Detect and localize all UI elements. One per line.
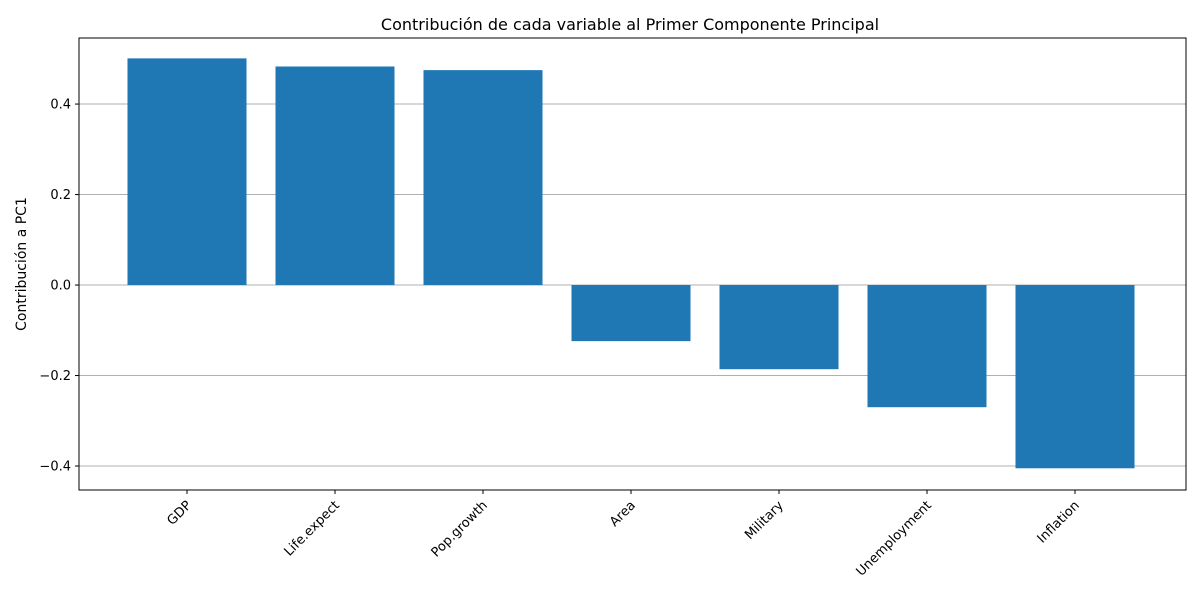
bar-area [571, 285, 691, 342]
bar-inflation [1015, 285, 1135, 469]
bar-unemployment [867, 285, 987, 408]
y-axis-label: Contribución a PC1 [14, 197, 30, 331]
bar-military [719, 285, 839, 370]
bar-life-expect [275, 66, 395, 286]
x-tick-label: Military [742, 498, 787, 543]
plot-area-frame [78, 37, 1187, 491]
chart-title: Contribución de cada variable al Primer … [381, 15, 879, 34]
bar-pop-growth [423, 70, 543, 286]
x-tick-label: GDP [164, 498, 194, 528]
bar-gdp [127, 58, 247, 286]
x-tick-label: Inflation [1035, 498, 1083, 546]
x-tick-label: Pop.growth [429, 498, 491, 560]
x-tick-label: Life.expect [282, 498, 343, 559]
y-tick-label: 0.2 [50, 188, 71, 203]
y-tick-label: 0.4 [50, 98, 71, 113]
y-axis-ticks: −0.4 −0.2 0.0 0.2 0.4 [39, 98, 79, 475]
x-tick-label: Unemployment [854, 498, 935, 579]
y-tick-label: −0.2 [39, 369, 71, 384]
y-tick-label: −0.4 [39, 460, 71, 475]
x-tick-label: Area [607, 498, 639, 530]
x-axis-ticks: GDP Life.expect Pop.growth Area Military Unem… [164, 490, 1083, 579]
bars [127, 58, 1135, 469]
y-tick-label: 0.0 [50, 279, 71, 294]
